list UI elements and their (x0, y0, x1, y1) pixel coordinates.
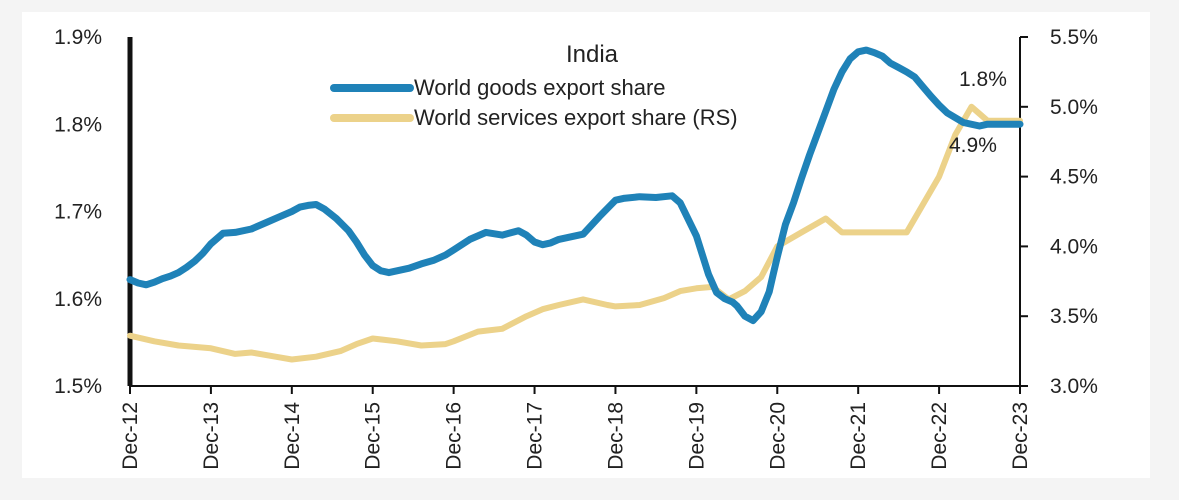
y-left-tick-label: 1.6% (54, 288, 102, 311)
x-tick-label: Dec-23 (1009, 402, 1032, 470)
x-tick-label: Dec-20 (766, 402, 789, 470)
x-tick-label: Dec-15 (362, 402, 385, 470)
x-tick-label: Dec-12 (119, 402, 142, 470)
x-tick-label: Dec-16 (443, 402, 466, 470)
y-left-tick-label: 1.8% (54, 113, 102, 136)
x-tick-label: Dec-21 (847, 402, 870, 470)
x-tick-label: Dec-14 (281, 402, 304, 470)
legend-label-services: World services export share (RS) (414, 105, 738, 130)
y-right-tick-label: 4.5% (1050, 166, 1098, 189)
chart-title: India (566, 41, 619, 68)
x-tick-label: Dec-18 (604, 402, 627, 470)
y-left-tick-label: 1.7% (54, 201, 102, 224)
axes-layer: 1.9% 1.8% 1.7% 1.6% 1.5% 5.5% 5.0% 4.5% 4.0% 3.5%… (54, 26, 1098, 470)
line-chart: 1.9% 1.8% 1.7% 1.6% 1.5% 5.5% 5.0% 4.5% 4.0% 3.5%… (54, 26, 1098, 470)
y-right-tick-label: 3.0% (1050, 375, 1098, 398)
y-right-tick-label: 4.0% (1050, 235, 1098, 258)
x-tick-label: Dec-19 (685, 402, 708, 470)
series-line-services (127, 103, 1023, 363)
goods-end-annotation: 1.8% (959, 68, 1007, 91)
legend: India World goods export share World ser… (330, 41, 738, 130)
series-line-goods (126, 46, 1024, 325)
chart-card: 1.9% 1.8% 1.7% 1.6% 1.5% 5.5% 5.0% 4.5% 4.0% 3.5%… (22, 12, 1150, 478)
x-tick-label: Dec-22 (928, 402, 951, 470)
y-left-tick-label: 1.5% (54, 375, 102, 398)
x-tick-label: Dec-13 (200, 402, 223, 470)
services-end-annotation: 4.9% (949, 134, 997, 157)
legend-label-goods: World goods export share (414, 75, 666, 100)
y-right-tick-label: 5.5% (1050, 26, 1098, 49)
annotations: 1.8% 4.9% (949, 68, 1007, 157)
x-tick-label: Dec-17 (524, 402, 547, 470)
y-left-tick-label: 1.9% (54, 26, 102, 49)
series-layer (126, 46, 1024, 363)
y-right-tick-label: 3.5% (1050, 305, 1098, 328)
y-right-tick-label: 5.0% (1050, 96, 1098, 119)
